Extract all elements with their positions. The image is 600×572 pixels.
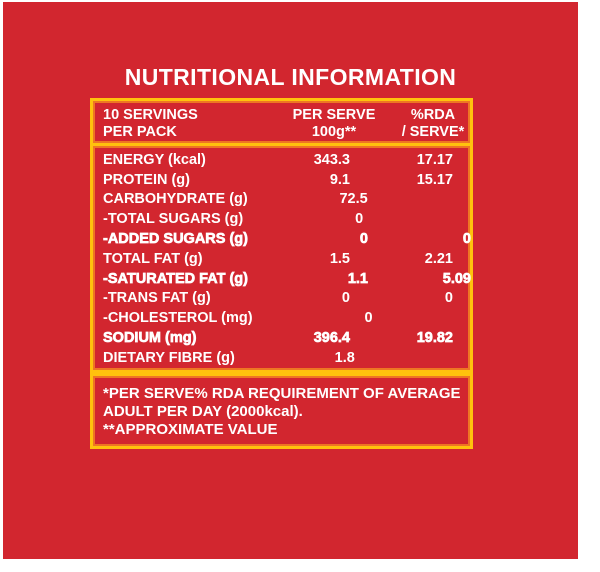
- per-serve-value: 0: [359, 231, 369, 248]
- nutrient-label: -CHOLESTEROL (mg): [103, 310, 253, 327]
- rda-value: 0: [462, 231, 472, 248]
- header-servings-line2: PER PACK: [103, 124, 177, 140]
- nutrient-label: DIETARY FIBRE (g): [103, 349, 235, 366]
- table-row: TOTAL FAT (g) 1.5 2.21: [93, 249, 470, 269]
- table-header: 10 SERVINGS PER PACK PER SERVE 100g** %R…: [90, 98, 473, 146]
- rda-value: 5.09: [442, 270, 471, 287]
- header-per-serve-line2: 100g**: [311, 124, 357, 140]
- rda-value: 0: [444, 290, 453, 307]
- per-serve-value: 0: [341, 290, 350, 307]
- table-row: -TRANS FAT (g) 0 0: [93, 289, 470, 309]
- per-serve-value: 1.5: [329, 250, 350, 267]
- per-serve-value: 9.1: [329, 171, 350, 188]
- nutrient-label: PROTEIN (g): [103, 171, 190, 188]
- nutrition-label-card: NUTRITIONAL INFORMATION 10 SERVINGS PER …: [3, 2, 578, 559]
- footnote-line-1: *PER SERVE% RDA REQUIREMENT OF AVERAGE: [103, 385, 461, 402]
- footnote-line-3: **APPROXIMATE VALUE: [103, 421, 278, 438]
- table-row: DIETARY FIBRE (g) 1.8: [93, 348, 470, 368]
- table-row: -TOTAL SUGARS (g) 0: [93, 209, 470, 229]
- table-row: -ADDED SUGARS (g) 0 0: [93, 229, 472, 249]
- header-per-serve-line1: PER SERVE: [292, 107, 376, 123]
- rda-value: 19.82: [416, 330, 453, 347]
- table-footnotes: *PER SERVE% RDA REQUIREMENT OF AVERAGE A…: [90, 373, 473, 449]
- table-row: PROTEIN (g) 9.1 15.17: [93, 170, 470, 190]
- table-row: ENERGY (kcal) 343.3 17.17: [93, 150, 470, 170]
- nutrition-table: 10 SERVINGS PER PACK PER SERVE 100g** %R…: [90, 98, 473, 449]
- table-row: -CHOLESTEROL (mg) 0: [93, 308, 470, 328]
- nutrient-label: -SATURATED FAT (g): [103, 270, 249, 287]
- nutrient-label: CARBOHYDRATE (g): [103, 191, 248, 208]
- table-row: CARBOHYDRATE (g) 72.5: [93, 190, 470, 210]
- header-servings-per-pack: 10 SERVINGS PER PACK: [93, 107, 272, 143]
- per-serve-value: 1.8: [334, 349, 355, 366]
- header-per-serve: PER SERVE 100g**: [272, 107, 396, 143]
- page-title: NUTRITIONAL INFORMATION: [124, 64, 457, 90]
- header-rda-per-serve: %RDA / SERVE*: [396, 107, 470, 143]
- nutrient-label: -TOTAL SUGARS (g): [103, 211, 244, 228]
- per-serve-value: 0: [355, 211, 364, 228]
- table-body: ENERGY (kcal) 343.3 17.17 PROTEIN (g) 9.…: [90, 143, 473, 373]
- header-rda-line2: / SERVE*: [401, 124, 465, 140]
- per-serve-value: 396.4: [313, 330, 350, 347]
- header-rda-line1: %RDA: [410, 107, 456, 123]
- per-serve-value: 72.5: [339, 191, 368, 208]
- nutrient-label: -TRANS FAT (g): [103, 290, 211, 307]
- footnote-line-2: ADULT PER DAY (2000kcal).: [103, 403, 303, 420]
- per-serve-value: 0: [364, 310, 373, 327]
- nutrient-label: -ADDED SUGARS (g): [103, 231, 249, 248]
- table-row: SODIUM (mg) 396.4 19.82: [93, 328, 470, 348]
- per-serve-value: 1.1: [347, 270, 368, 287]
- rda-value: 2.21: [424, 250, 453, 267]
- header-servings-line1: 10 SERVINGS: [103, 107, 198, 123]
- nutrient-label: TOTAL FAT (g): [103, 250, 203, 267]
- per-serve-value: 343.3: [313, 151, 350, 168]
- table-row: -SATURATED FAT (g) 1.1 5.09: [93, 269, 472, 289]
- rda-value: 15.17: [416, 171, 453, 188]
- nutrient-label: ENERGY (kcal): [103, 151, 206, 168]
- rda-value: 17.17: [416, 151, 453, 168]
- nutrient-label: SODIUM (mg): [103, 330, 197, 347]
